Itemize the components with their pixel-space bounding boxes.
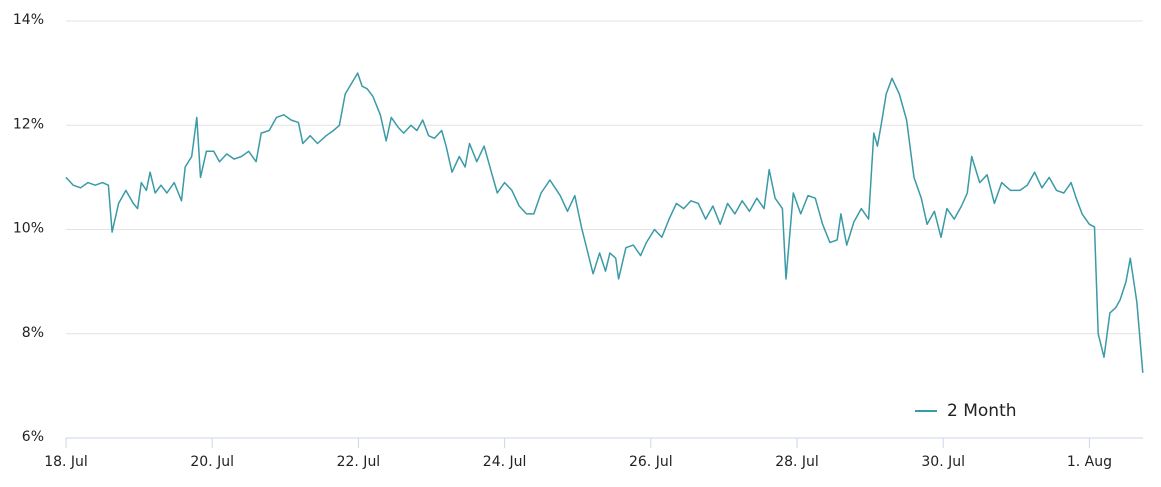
y-tick-label: 12% [13, 116, 44, 132]
line-series [65, 72, 1144, 373]
x-tick-label: 1. Aug [1067, 454, 1112, 470]
x-tick-label: 24. Jul [483, 454, 527, 470]
y-tick-label: 14% [13, 12, 44, 28]
x-tick-label: 30. Jul [921, 454, 965, 470]
x-tick-label: 26. Jul [629, 454, 673, 470]
y-tick-label: 10% [13, 221, 44, 237]
x-tick-label: 28. Jul [775, 454, 819, 470]
y-tick-label: 6% [22, 429, 44, 445]
legend-label: 2 Month [947, 401, 1017, 421]
x-tick-label: 18. Jul [44, 454, 88, 470]
x-tick-label: 22. Jul [337, 454, 381, 470]
y-tick-label: 8% [22, 325, 44, 341]
x-tick-label: 20. Jul [190, 454, 234, 470]
